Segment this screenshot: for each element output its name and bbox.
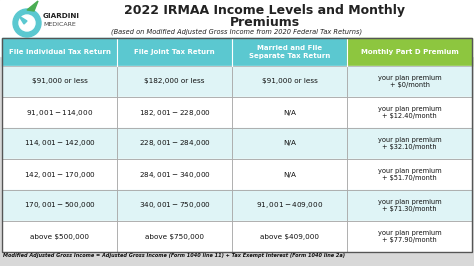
Bar: [232, 128, 347, 159]
Bar: [347, 159, 472, 190]
Bar: [117, 66, 232, 97]
Text: $91,000 or less: $91,000 or less: [32, 78, 88, 85]
Bar: [2, 221, 117, 252]
Text: N/A: N/A: [283, 140, 296, 147]
Bar: [117, 97, 232, 128]
Text: above $750,000: above $750,000: [145, 234, 204, 239]
Bar: [347, 128, 472, 159]
Text: N/A: N/A: [283, 172, 296, 177]
Text: your plan premium
+ $71.30/month: your plan premium + $71.30/month: [378, 199, 442, 212]
Bar: [2, 128, 117, 159]
Text: Monthly Part D Premium: Monthly Part D Premium: [361, 49, 459, 55]
Bar: [347, 97, 472, 128]
Bar: [2, 66, 117, 97]
Bar: [232, 38, 347, 66]
Text: $182,001 - $228,000: $182,001 - $228,000: [139, 107, 210, 118]
Bar: [347, 128, 472, 159]
Bar: [232, 66, 347, 97]
Bar: [2, 190, 117, 221]
Bar: [117, 159, 232, 190]
Bar: [2, 159, 117, 190]
Text: $142,001 - $170,000: $142,001 - $170,000: [24, 169, 95, 180]
Text: File Individual Tax Return: File Individual Tax Return: [9, 49, 110, 55]
Bar: [2, 128, 117, 159]
Text: $340,001 - $750,000: $340,001 - $750,000: [139, 201, 210, 210]
Bar: [2, 97, 117, 128]
Bar: [347, 190, 472, 221]
Text: Premiums: Premiums: [230, 16, 300, 29]
Text: Married and File
Separate Tax Return: Married and File Separate Tax Return: [249, 45, 330, 59]
Bar: [347, 38, 472, 66]
Text: 2022 IRMAA Income Levels and Monthly: 2022 IRMAA Income Levels and Monthly: [125, 4, 405, 17]
Text: $228,001 - $284,000: $228,001 - $284,000: [139, 139, 210, 148]
Bar: [117, 66, 232, 97]
Circle shape: [13, 9, 41, 37]
Bar: [347, 221, 472, 252]
Bar: [117, 38, 232, 66]
Bar: [232, 221, 347, 252]
Bar: [117, 97, 232, 128]
Bar: [2, 38, 472, 252]
Bar: [232, 221, 347, 252]
Bar: [347, 159, 472, 190]
Bar: [347, 221, 472, 252]
Text: your plan premium
+ $77.90/month: your plan premium + $77.90/month: [378, 230, 442, 243]
Text: MEDICARE: MEDICARE: [43, 23, 76, 27]
Bar: [232, 128, 347, 159]
Bar: [2, 221, 117, 252]
Text: $170,001 - $500,000: $170,001 - $500,000: [24, 201, 95, 210]
Text: Modified Adjusted Gross Income = Adjusted Gross Income (Form 1040 line 11) + Tax: Modified Adjusted Gross Income = Adjuste…: [3, 253, 345, 258]
Bar: [232, 190, 347, 221]
Text: N/A: N/A: [283, 110, 296, 115]
Bar: [347, 66, 472, 97]
Text: $182,000 or less: $182,000 or less: [145, 78, 205, 85]
Bar: [117, 221, 232, 252]
Text: $91,000 or less: $91,000 or less: [262, 78, 318, 85]
Text: $91,001 - $409,000: $91,001 - $409,000: [256, 201, 323, 210]
Bar: [0, 0, 474, 56]
Polygon shape: [27, 1, 38, 11]
Bar: [347, 97, 472, 128]
Bar: [2, 66, 117, 97]
Bar: [232, 159, 347, 190]
Text: GIARDINI: GIARDINI: [43, 13, 80, 19]
Bar: [2, 97, 117, 128]
Text: above $500,000: above $500,000: [30, 234, 89, 239]
Text: your plan premium
+ $32.10/month: your plan premium + $32.10/month: [378, 137, 442, 150]
Text: $91,001 - $114,000: $91,001 - $114,000: [26, 107, 93, 118]
Circle shape: [19, 15, 35, 31]
Text: (Based on Modified Adjusted Gross Income from 2020 Federal Tax Returns): (Based on Modified Adjusted Gross Income…: [111, 28, 363, 35]
Text: your plan premium
+ $0/month: your plan premium + $0/month: [378, 75, 442, 88]
Bar: [232, 159, 347, 190]
Bar: [117, 190, 232, 221]
Bar: [347, 66, 472, 97]
Text: your plan premium
+ $51.70/month: your plan premium + $51.70/month: [378, 168, 442, 181]
Text: $284,001 - $340,000: $284,001 - $340,000: [139, 169, 210, 180]
Text: above $409,000: above $409,000: [260, 234, 319, 239]
Text: File Joint Tax Return: File Joint Tax Return: [135, 49, 215, 55]
Bar: [232, 190, 347, 221]
Bar: [232, 97, 347, 128]
Polygon shape: [19, 16, 27, 24]
Bar: [2, 38, 117, 66]
Text: $114,001 - $142,000: $114,001 - $142,000: [24, 139, 95, 148]
Bar: [117, 190, 232, 221]
Bar: [117, 128, 232, 159]
Bar: [347, 190, 472, 221]
Text: your plan premium
+ $12.40/month: your plan premium + $12.40/month: [378, 106, 442, 119]
Bar: [2, 190, 117, 221]
Bar: [117, 159, 232, 190]
Bar: [117, 221, 232, 252]
Bar: [232, 97, 347, 128]
Bar: [232, 66, 347, 97]
Bar: [2, 159, 117, 190]
Bar: [117, 128, 232, 159]
